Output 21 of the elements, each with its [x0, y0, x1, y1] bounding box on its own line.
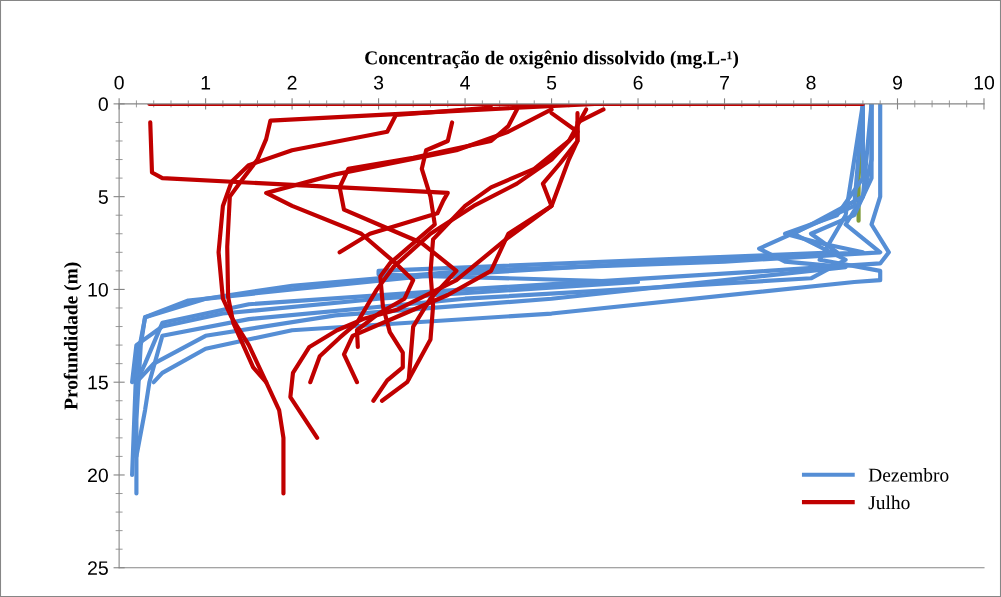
y-tick-label: 25	[88, 561, 108, 575]
x-tick-label: 0	[114, 75, 124, 90]
x-tick-label: 2	[287, 75, 297, 90]
legend-label: Julho	[868, 495, 910, 510]
x-tick-label: 7	[720, 76, 729, 90]
x-tick-label: 8	[806, 75, 816, 90]
y-tick-label: 0	[98, 97, 108, 112]
x-tick-label: 4	[460, 76, 470, 90]
y-tick-label: 10	[88, 282, 108, 297]
y-tick-label: 20	[88, 468, 108, 483]
y-axis-title: Profundidade (m)	[63, 262, 82, 410]
x-tick-label: 9	[893, 75, 902, 90]
x-tick-label: 10	[974, 75, 995, 90]
x-axis-title: Concentração de oxigênio dissolvido (mg.L-¹)	[365, 50, 739, 69]
x-tick-label: 3	[373, 75, 384, 90]
y-tick-label: 5	[98, 190, 108, 204]
x-tick-label: 6	[633, 75, 643, 90]
legend-label: Dezembro	[868, 468, 949, 482]
x-tick-label: 1	[201, 76, 211, 90]
y-tick-label: 15	[88, 375, 108, 390]
x-tick-label: 5	[546, 76, 557, 90]
